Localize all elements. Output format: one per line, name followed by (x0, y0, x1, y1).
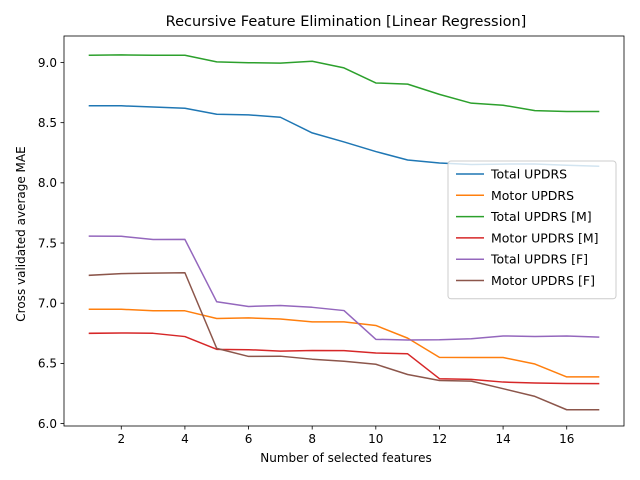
series-line-motor-updrs-f (88, 272, 600, 411)
y-tick-label: 7.0 (38, 297, 57, 311)
plot-frame (63, 35, 625, 427)
legend-label-total-updrs-m: Total UPDRS [M] (490, 209, 592, 224)
series-line-motor-updrs-m (88, 332, 600, 385)
x-axis-title: Number of selected features (260, 451, 431, 465)
series-line-total-updrs-m (88, 54, 600, 113)
x-tick-label: 4 (181, 432, 189, 446)
legend-box (447, 160, 617, 300)
y-tick-label: 8.0 (38, 176, 57, 190)
x-tick-label: 10 (368, 432, 383, 446)
series-line-motor-updrs (88, 308, 600, 378)
y-tick-label: 6.0 (38, 417, 57, 431)
x-tick-label: 8 (308, 432, 316, 446)
x-tick-label: 6 (245, 432, 253, 446)
y-axis-title: Cross validated average MAE (14, 146, 28, 321)
legend-label-motor-updrs: Motor UPDRS (491, 188, 574, 203)
x-tick-label: 12 (432, 432, 447, 446)
y-tick-label: 8.5 (38, 116, 57, 130)
y-tick-label: 7.5 (38, 236, 57, 250)
legend: Total UPDRS Motor UPDRS Total UPDRS [M] Mot… (447, 160, 617, 300)
y-tick-label: 6.5 (38, 357, 57, 371)
legend-label-total-updrs-f: Total UPDRS [F] (490, 252, 588, 267)
axes-layer: 2 4 6 8 10 12 14 16 6.0 6.5 7.0 7.5 8.0 8.5 9.0 (38, 35, 625, 446)
legend-label-motor-updrs-f: Motor UPDRS [F] (491, 273, 595, 288)
x-tick-label: 14 (495, 432, 510, 446)
x-tick-label: 16 (559, 432, 574, 446)
y-tick-label: 9.0 (38, 56, 57, 70)
x-tick-label: 2 (117, 432, 125, 446)
chart-title: Recursive Feature Elimination [Linear Re… (166, 14, 527, 30)
legend-label-total-updrs: Total UPDRS (490, 167, 567, 182)
series-line-total-updrs (88, 105, 600, 168)
legend-label-motor-updrs-m: Motor UPDRS [M] (491, 230, 599, 245)
series-line-total-updrs-f (88, 235, 600, 341)
